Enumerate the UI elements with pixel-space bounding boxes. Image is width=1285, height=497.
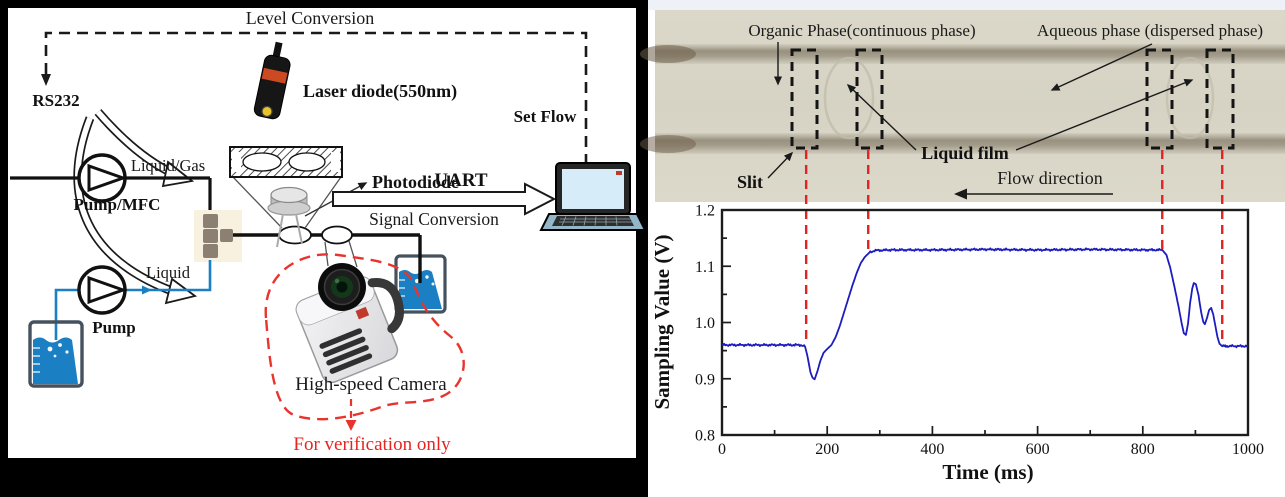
flow-direction-label: Flow direction <box>997 168 1103 188</box>
pump-label: Pump <box>92 318 135 337</box>
liquid-line <box>54 260 212 340</box>
y-tick-label: 1.2 <box>695 203 715 220</box>
x-axis-title: Time (ms) <box>942 460 1033 484</box>
slit-marker-boxes <box>790 48 1235 150</box>
sampling-chart: 0 200 400 600 800 1000 0.8 0.9 1.0 1.1 1.2 Time (m… <box>650 150 1264 484</box>
uart-label: UART <box>434 170 487 191</box>
x-tick-label: 0 <box>718 441 726 458</box>
sensing-spot-2 <box>321 225 353 245</box>
down-arrowhead-icon <box>41 74 51 86</box>
sensing-spot-1 <box>278 225 312 245</box>
pump-symbol <box>77 265 128 315</box>
organic-phase-label: Organic Phase(continuous phase) <box>748 21 975 40</box>
plug-meniscus <box>1165 56 1215 140</box>
tube-cross-section <box>229 146 343 178</box>
x-tick-label: 1000 <box>1232 441 1264 458</box>
level-conversion-label: Level Conversion <box>246 8 374 28</box>
liquid-gas-label: Liquid/Gas <box>131 156 205 175</box>
supply-beaker <box>28 320 84 388</box>
y-axis-title: Sampling Value (V) <box>650 234 674 409</box>
verification-region-outline <box>264 253 465 421</box>
y-tick-label: 1.1 <box>695 259 715 276</box>
y-tick-label: 1.0 <box>695 315 715 332</box>
photodiode-label: Photodiode <box>372 172 459 192</box>
plot-frame <box>720 208 1250 437</box>
flow-arrowhead-icon <box>142 285 152 295</box>
rs232-control-arrows <box>73 109 198 305</box>
photo-background <box>655 10 1285 202</box>
pump-mfc-symbol <box>77 153 128 203</box>
laser-diode <box>253 41 291 120</box>
setup-diagram-panel: Level Conversion RS232 Set Flow Liquid/G… <box>0 0 648 497</box>
signal-curve <box>722 247 1249 381</box>
level-conversion-path <box>44 31 588 162</box>
pump-mfc-label: Pump/MFC <box>74 195 161 214</box>
for-verification-label: For verification only <box>293 434 451 455</box>
laptop <box>539 162 647 231</box>
x-tick-label: 400 <box>920 441 944 458</box>
high-speed-camera <box>295 263 404 384</box>
set-flow-label: Set Flow <box>514 107 578 126</box>
y-tick-label: 0.8 <box>695 428 715 445</box>
high-speed-camera-label: High-speed Camera <box>295 374 447 395</box>
red-arrowhead-icon <box>345 420 357 431</box>
liquid-film-label: Liquid film <box>921 143 1009 163</box>
y-tick-label: 0.9 <box>695 371 715 388</box>
slit-label: Slit <box>737 172 763 192</box>
x-tick-label: 800 <box>1131 441 1155 458</box>
plug-meniscus <box>823 56 875 140</box>
liquid-label: Liquid <box>146 263 191 282</box>
experiment-photo: Organic Phase(continuous phase) Aqueous … <box>640 0 1285 202</box>
hollow-arrowhead-icon <box>161 160 195 188</box>
uart-arrow <box>332 182 557 216</box>
signal-conversion-label: Signal Conversion <box>369 209 499 229</box>
rs232-label: RS232 <box>32 91 79 110</box>
channel-upper-wall <box>655 44 1285 64</box>
photodiode <box>267 186 311 248</box>
x-tick-label: 200 <box>815 441 839 458</box>
laser-diode-label: Laser diode(550nm) <box>303 81 457 102</box>
x-tick-label: 600 <box>1026 441 1050 458</box>
aqueous-phase-label: Aqueous phase (dispersed phase) <box>1037 21 1263 40</box>
